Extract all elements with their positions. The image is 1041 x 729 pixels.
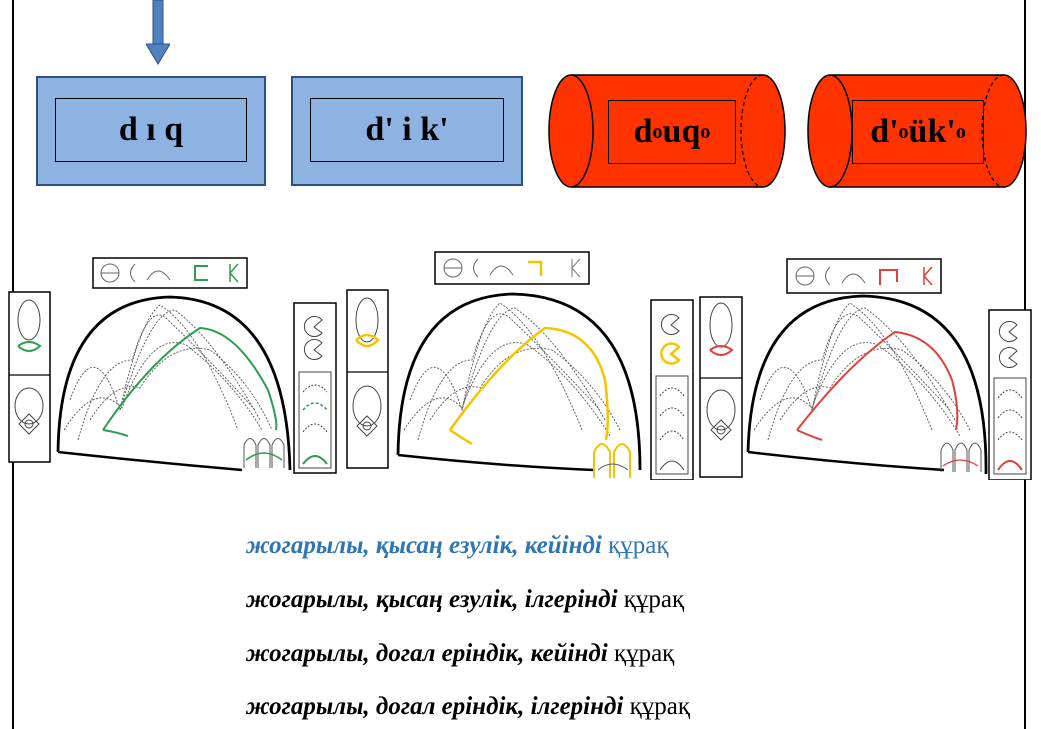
- lip-column-left-1: [8, 291, 51, 463]
- tongue-curve-2: [448, 326, 609, 441]
- teeth-icon-1: [243, 438, 285, 468]
- cyl2-base: d': [870, 113, 899, 150]
- tongue-column-2: [650, 299, 694, 480]
- tongue-column-1: [293, 302, 337, 474]
- caption-line-3: жогарылы, догал еріндік, кейінді құрақ: [246, 640, 674, 668]
- caption-2-italic: жогарылы, қысаң езулік, ілгерінді: [246, 586, 618, 613]
- lip-column-left-2: [346, 289, 389, 469]
- caption-line-4: жогарылы, догал еріндік, ілгерінді құрақ: [246, 693, 690, 721]
- caption-line-1: жогарылы, қысаң езулік, кейінді құрақ: [246, 532, 669, 560]
- cyl1-mid: uq: [662, 113, 701, 150]
- cyl1-sup1: o: [652, 120, 663, 143]
- vowel-diagram-3: [699, 258, 1032, 480]
- phoneme-box-1: d ı q: [36, 76, 266, 186]
- cyl1-sup2: o: [700, 120, 711, 143]
- caption-2-tail: құрақ: [623, 586, 685, 613]
- caption-line-2: жогарылы, қысаң езулік, ілгерінді құрақ: [246, 586, 684, 614]
- phoneme-label-2: d' i k': [310, 98, 504, 162]
- phoneme-cylinder-label-2: d' o ük' o: [852, 100, 984, 164]
- vowel-diagram-1: [8, 257, 337, 474]
- phoneme-box-2: d' i k': [291, 76, 523, 186]
- lip-shape-icons-3: [795, 266, 933, 286]
- phoneme-label-1: d ı q: [55, 98, 247, 162]
- teeth-icon-3: [940, 442, 982, 472]
- phoneme-cylinder-label-1: d o uq o: [608, 100, 736, 164]
- caption-3-italic: жогарылы, догал еріндік, кейінді: [246, 640, 608, 667]
- phoneme-cylinder-2: [807, 74, 1027, 188]
- teeth-icon-2: [593, 443, 631, 478]
- caption-4-italic: жогарылы, догал еріндік, ілгерінді: [246, 693, 624, 720]
- caption-4-tail: құрақ: [629, 693, 690, 720]
- tongue-column-3: [988, 309, 1032, 480]
- lip-shape-icons-1: [100, 263, 239, 283]
- cyl2-sup2: o: [955, 120, 966, 143]
- palate-contour-1: [56, 295, 292, 471]
- caption-1-italic: жогарылы, қысаң езулік, кейінді: [246, 532, 602, 559]
- lip-shape-icons-2: [443, 258, 581, 278]
- palate-contour-2: [396, 292, 642, 471]
- cyl2-mid: ük': [908, 113, 956, 150]
- down-arrow-icon: [146, 0, 170, 65]
- lip-column-left-3: [699, 296, 743, 478]
- caption-3-tail: құрақ: [613, 640, 675, 667]
- caption-1-tail: құрақ: [608, 532, 669, 559]
- palate-contour-3: [746, 294, 988, 475]
- tongue-curve-3: [796, 330, 959, 431]
- tongue-curve-1: [102, 326, 278, 431]
- cyl1-base: d: [633, 113, 653, 150]
- cyl2-sup1: o: [898, 120, 909, 143]
- vowel-diagram-2: [346, 251, 694, 480]
- articulation-diagrams: [8, 251, 1032, 480]
